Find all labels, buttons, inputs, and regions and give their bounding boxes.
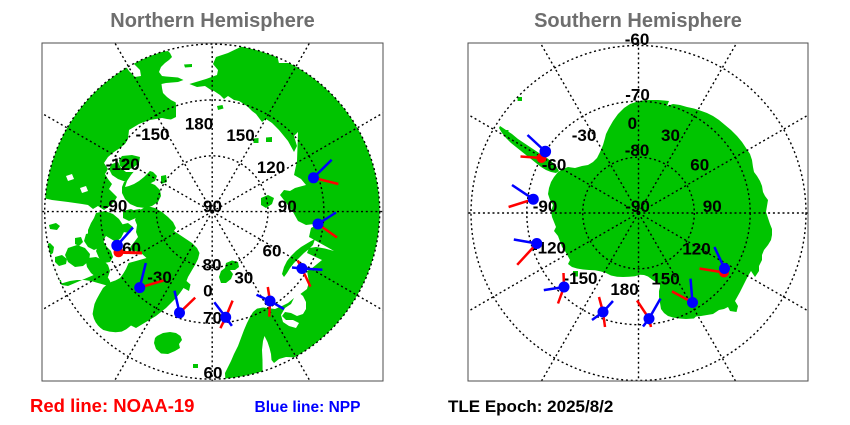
svg-text:30: 30 — [661, 126, 680, 145]
svg-text:150: 150 — [226, 126, 254, 145]
svg-text:-150: -150 — [563, 269, 597, 288]
svg-text:-60: -60 — [625, 30, 650, 49]
svg-text:Blue line: NPP: Blue line: NPP — [255, 399, 361, 416]
svg-text:Northern Hemisphere: Northern Hemisphere — [110, 10, 315, 32]
svg-text:Southern Hemisphere: Southern Hemisphere — [534, 10, 742, 32]
svg-text:80: 80 — [203, 256, 222, 275]
svg-text:-70: -70 — [625, 86, 650, 105]
svg-text:120: 120 — [682, 240, 710, 259]
svg-text:60: 60 — [690, 156, 709, 175]
svg-text:90: 90 — [203, 197, 222, 216]
svg-text:180: 180 — [610, 280, 638, 299]
svg-text:-90: -90 — [103, 197, 128, 216]
svg-text:-90: -90 — [625, 197, 650, 216]
svg-text:120: 120 — [257, 158, 285, 177]
svg-text:60: 60 — [263, 241, 282, 260]
svg-text:Red line: NOAA-19: Red line: NOAA-19 — [30, 395, 194, 416]
svg-text:-60: -60 — [542, 155, 567, 174]
svg-text:30: 30 — [234, 269, 253, 288]
svg-text:0: 0 — [203, 281, 212, 300]
svg-text:-80: -80 — [625, 141, 650, 160]
svg-text:70: 70 — [203, 309, 222, 328]
svg-text:180: 180 — [185, 115, 213, 134]
svg-text:90: 90 — [278, 197, 297, 216]
svg-text:-30: -30 — [572, 126, 597, 145]
svg-text:60: 60 — [204, 364, 223, 383]
svg-text:-90: -90 — [533, 197, 558, 216]
svg-text:0: 0 — [628, 114, 637, 133]
svg-text:-150: -150 — [135, 125, 169, 144]
svg-text:-120: -120 — [106, 155, 140, 174]
svg-text:90: 90 — [703, 197, 722, 216]
svg-text:150: 150 — [651, 270, 679, 289]
svg-text:TLE Epoch: 2025/8/2: TLE Epoch: 2025/8/2 — [448, 397, 613, 416]
